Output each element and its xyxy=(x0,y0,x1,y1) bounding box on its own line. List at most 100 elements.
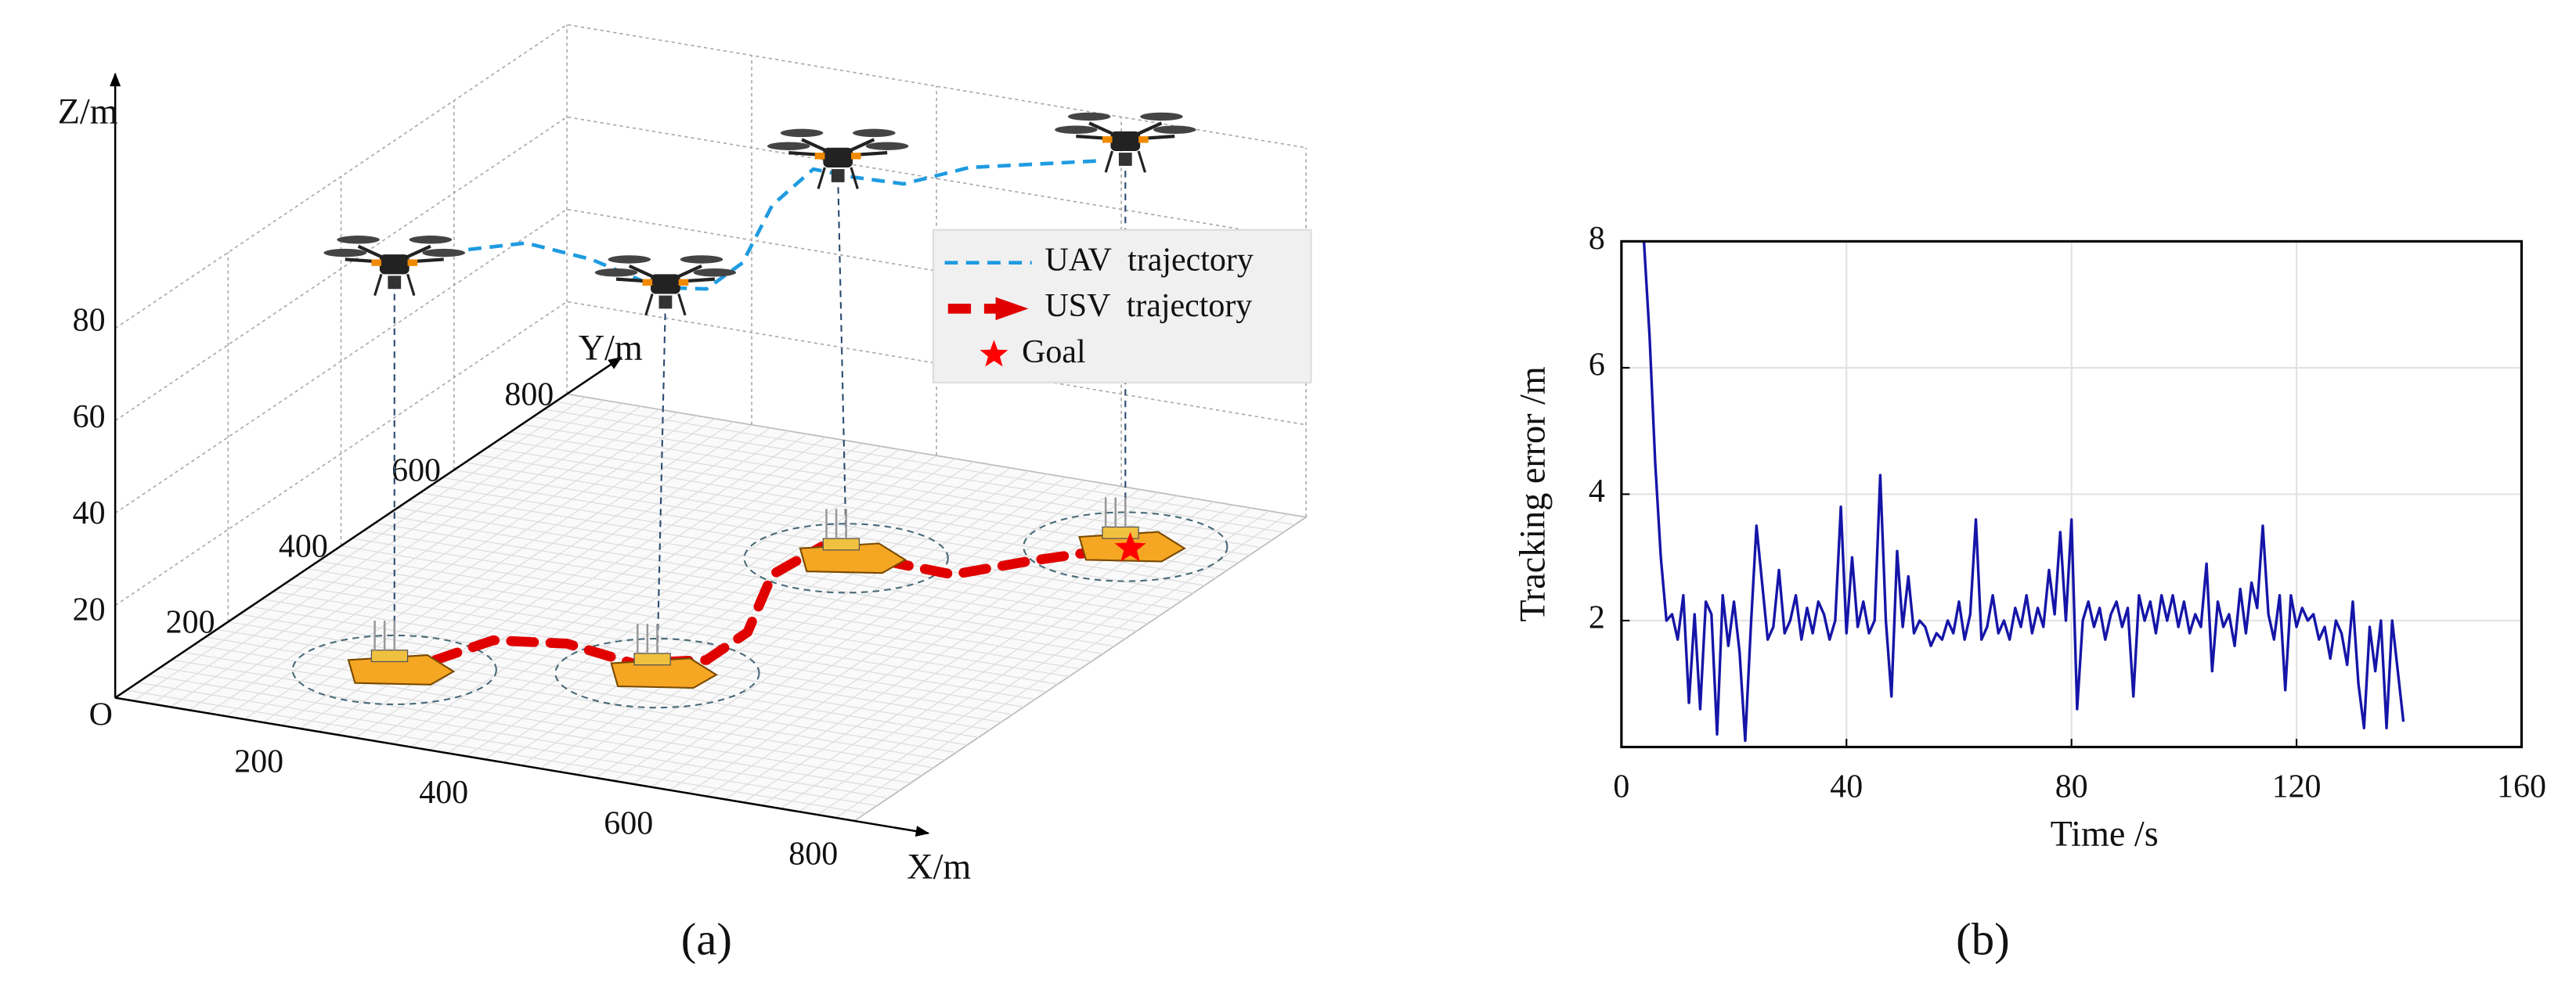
uav-leg xyxy=(1137,150,1146,173)
x-axis-label: X/m xyxy=(907,846,971,886)
floor-grid xyxy=(363,530,1103,655)
uav-body xyxy=(1110,131,1141,152)
uav-accent xyxy=(642,279,653,286)
uav-rotor xyxy=(1055,125,1098,134)
usv-deck xyxy=(370,650,409,663)
floor-grid xyxy=(687,488,1141,794)
z-tick-label: 60 xyxy=(73,399,106,435)
uav-accent xyxy=(850,153,861,160)
uav-rotor xyxy=(693,268,737,277)
y-tick-label: 800 xyxy=(504,376,554,412)
legend-label: Goal xyxy=(1022,334,1086,370)
uav-leg xyxy=(644,293,654,316)
tracking-circle xyxy=(291,634,497,706)
uav-rotor xyxy=(422,248,465,257)
floor-grid xyxy=(555,401,1295,526)
uav-rotor xyxy=(767,142,810,150)
uav-rotor xyxy=(680,255,723,264)
usv-deck xyxy=(633,653,671,666)
x-tick-label: 40 xyxy=(1830,769,1863,805)
z-tick-label: 20 xyxy=(73,592,106,628)
floor-grid xyxy=(632,480,1085,785)
usv-trajectory xyxy=(430,541,1123,668)
usv-hull xyxy=(799,542,907,574)
uav-accent xyxy=(371,259,381,266)
y-tick-label: 200 xyxy=(166,604,215,640)
x-tick-label: 160 xyxy=(2497,769,2546,805)
uav-camera xyxy=(1118,153,1132,166)
uav-leg xyxy=(677,293,687,316)
uav-accent xyxy=(407,259,418,266)
floor-grid xyxy=(521,461,974,766)
uav-rotor xyxy=(337,236,380,244)
origin-label: O xyxy=(89,697,113,733)
floor-grid xyxy=(817,510,1270,815)
x-tick-label: 400 xyxy=(419,775,468,811)
usv-deck xyxy=(822,538,860,551)
panel-b: 0 40 80 120 160 2 4 6 8 Time /s Tracking error /m (… xyxy=(1512,221,2546,965)
uav-accent xyxy=(1102,136,1113,143)
uav-rotor xyxy=(780,128,824,138)
x-tick-label: 600 xyxy=(604,805,653,841)
uav-leg xyxy=(406,273,416,297)
panel-label: (a) xyxy=(681,914,732,965)
floor-grid xyxy=(420,491,1160,617)
floor-grid xyxy=(576,470,1030,776)
legend-swatch xyxy=(995,297,1029,321)
floor-grid xyxy=(386,515,1126,639)
x-tick-label: 800 xyxy=(788,837,838,873)
floor-grid xyxy=(539,464,993,769)
y-axis xyxy=(114,356,622,699)
uav-rotor xyxy=(1140,112,1183,121)
x-axis xyxy=(114,697,930,837)
uav-rotor xyxy=(1067,112,1111,121)
uav-leg xyxy=(1104,150,1114,173)
y-tick-label: 400 xyxy=(279,528,328,564)
legend-label: USV trajectory xyxy=(1045,288,1253,324)
z-axis-label: Z/m xyxy=(58,91,118,131)
uav-accent xyxy=(814,153,825,160)
uav-body xyxy=(651,274,680,294)
floor-grid xyxy=(544,409,1284,533)
uav-rotor xyxy=(594,268,638,277)
usv-hull xyxy=(347,653,456,686)
y-tick-label: 2 xyxy=(1589,600,1605,636)
panel-a: Z/m Y/m X/m O 200 400 600 800 200 400 600 800 20 40 60… xyxy=(58,23,1312,965)
floor-grid xyxy=(558,467,1011,772)
z-tick-label: 80 xyxy=(73,302,106,338)
uav-rotor xyxy=(608,255,651,264)
x-axis-label: Time /s xyxy=(2051,813,2159,853)
uav-body xyxy=(823,147,853,167)
uav-rotor xyxy=(853,128,896,138)
floor-grid xyxy=(799,507,1251,812)
y-tick-label: 8 xyxy=(1589,221,1605,257)
floor-grid xyxy=(651,483,1103,788)
z-tick-label: 40 xyxy=(73,495,106,531)
floor-grid xyxy=(669,485,1122,791)
floor-grid xyxy=(532,416,1272,541)
tracking-circle xyxy=(1023,511,1228,582)
floor-grid xyxy=(374,522,1114,647)
legend-swatch xyxy=(980,340,1008,367)
legend-label: UAV trajectory xyxy=(1045,242,1254,278)
uav-leg xyxy=(850,167,859,189)
y-tick-label: 600 xyxy=(391,452,441,488)
floor-grid xyxy=(341,545,1081,670)
panel-label: (b) xyxy=(1956,914,2009,965)
y-tick-label: 6 xyxy=(1589,347,1605,383)
uav-camera xyxy=(658,295,673,309)
uav-rotor xyxy=(409,236,453,244)
plot-frame xyxy=(1620,239,2524,749)
tracking-circle xyxy=(743,523,949,594)
uav-body xyxy=(379,254,409,275)
floor-grid xyxy=(352,538,1092,662)
floor-grid xyxy=(431,484,1171,609)
y-tick-label: 4 xyxy=(1589,473,1605,509)
uav-rotor xyxy=(865,142,909,150)
usv-deck xyxy=(1102,526,1139,539)
projection-line xyxy=(656,301,666,661)
x-tick-label: 80 xyxy=(2055,769,2088,805)
uav-leg xyxy=(373,273,383,297)
x-tick-label: 120 xyxy=(2272,769,2322,805)
